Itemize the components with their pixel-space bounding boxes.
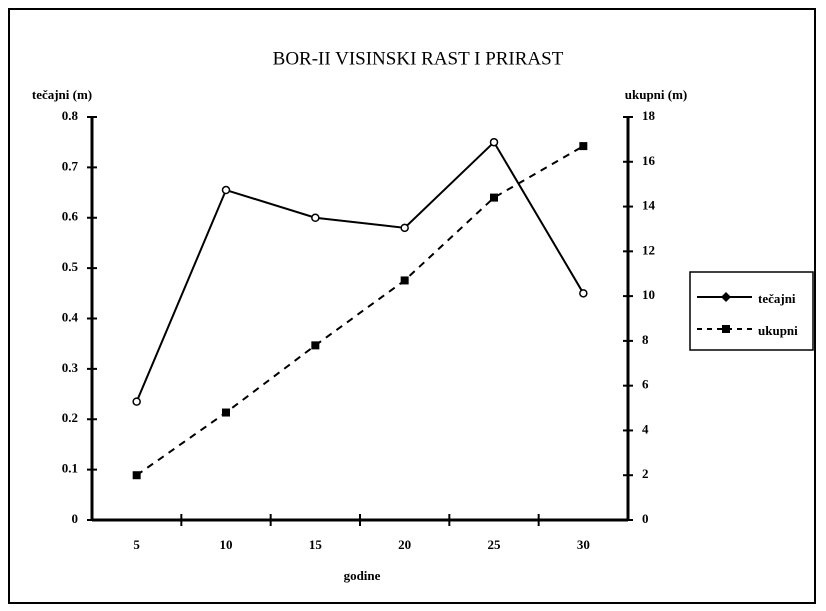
- series-line: [136, 145, 584, 477]
- data-point: [579, 289, 588, 298]
- y-tick-label: 0.3: [62, 360, 79, 375]
- y2-tick-label: 4: [642, 421, 649, 436]
- x-tick-label: 25: [488, 537, 502, 552]
- x-tick-label: 30: [577, 537, 590, 552]
- legend-marker: [722, 325, 730, 333]
- x-tick-label: 20: [398, 537, 411, 552]
- y2-axis-label: ukupni (m): [625, 87, 688, 102]
- data-point: [400, 223, 409, 233]
- legend-marker: [721, 292, 731, 302]
- y2-tick-label: 18: [642, 108, 656, 123]
- data-point: [221, 185, 231, 195]
- y-tick-label: 0.5: [62, 259, 79, 274]
- y2-tick-label: 16: [642, 153, 656, 168]
- legend-label: ukupni: [758, 323, 798, 338]
- series-line: [135, 140, 585, 403]
- x-tick-label: 5: [133, 537, 140, 552]
- legend-box: [689, 271, 814, 351]
- y-tick-label: 0.8: [62, 108, 79, 123]
- y2-tick-label: 12: [642, 242, 655, 257]
- y-tick-label: 0.4: [62, 309, 79, 324]
- x-tick-label: 10: [220, 537, 233, 552]
- y2-tick-label: 2: [642, 466, 649, 481]
- x-tick-label: 15: [309, 537, 323, 552]
- chart-title: BOR-II VISINSKI RAST I PRIRAST: [273, 48, 564, 69]
- y-tick-label: 0.6: [62, 209, 79, 224]
- y2-tick-label: 0: [642, 511, 649, 526]
- data-point: [132, 397, 141, 406]
- y2-tick-label: 6: [642, 377, 649, 392]
- y2-tick-label: 8: [642, 332, 649, 347]
- data-point: [490, 193, 498, 202]
- data-point: [132, 471, 141, 480]
- data-point: [489, 137, 499, 147]
- frame: [8, 8, 816, 604]
- y2-tick-label: 14: [642, 198, 656, 213]
- y2-tick-label: 10: [642, 287, 655, 302]
- data-point: [311, 341, 320, 350]
- y-tick-label: 0.1: [62, 461, 78, 476]
- x-axis-label: godine: [344, 568, 381, 583]
- data-point: [400, 276, 409, 285]
- data-point: [222, 408, 230, 417]
- data-point: [311, 213, 320, 222]
- y-tick-label: 0.2: [62, 410, 78, 425]
- y-tick-label: 0: [72, 511, 79, 526]
- y-axis-label: tečajni (m): [32, 87, 92, 102]
- legend-label: tečajni: [758, 291, 796, 306]
- data-point: [579, 142, 588, 151]
- y-tick-label: 0.7: [62, 158, 79, 173]
